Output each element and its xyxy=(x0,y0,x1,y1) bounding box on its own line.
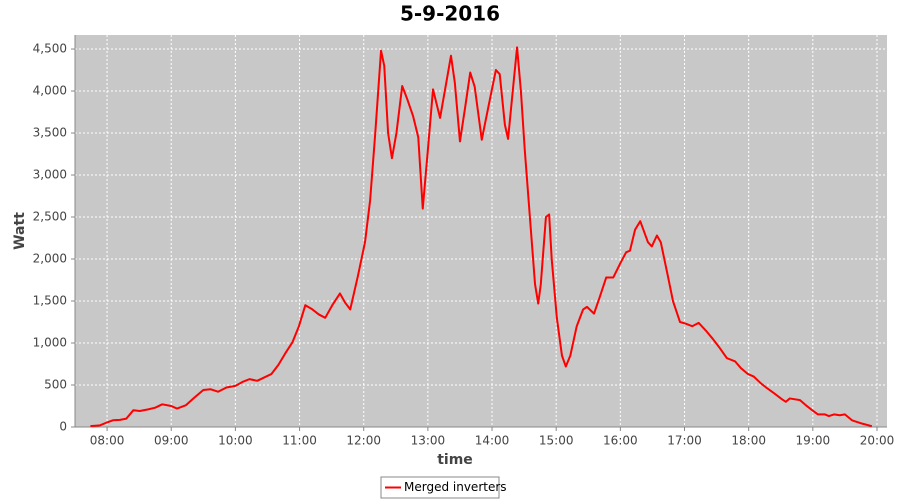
x-tick-label: 20:00 xyxy=(860,434,895,448)
x-tick-label: 16:00 xyxy=(603,434,638,448)
x-tick-label: 08:00 xyxy=(90,434,125,448)
y-tick-label: 0 xyxy=(59,420,67,434)
x-axis-label: time xyxy=(437,452,473,468)
x-tick-label: 14:00 xyxy=(475,434,510,448)
x-tick-label: 11:00 xyxy=(282,434,317,448)
legend: Merged inverters xyxy=(380,476,507,499)
x-tick-label: 10:00 xyxy=(218,434,253,448)
legend-box xyxy=(380,476,500,499)
x-tick-label: 13:00 xyxy=(411,434,446,448)
data-line xyxy=(90,46,873,428)
x-tick-label: 17:00 xyxy=(667,434,702,448)
y-tick-label: 4,000 xyxy=(33,84,67,98)
y-tick-label: 2,500 xyxy=(33,210,67,224)
x-tick-label: 09:00 xyxy=(154,434,189,448)
y-tick-label: 2,000 xyxy=(33,252,67,266)
x-tick-label: 12:00 xyxy=(346,434,381,448)
y-tick-label: 1,000 xyxy=(33,336,67,350)
x-tick-label: 15:00 xyxy=(539,434,574,448)
y-tick-label: 500 xyxy=(44,378,67,392)
x-tick-label: 18:00 xyxy=(731,434,766,448)
plot-area xyxy=(75,35,887,427)
y-axis-label: Watt xyxy=(12,212,28,250)
legend-label: Merged inverters xyxy=(404,480,507,494)
chart-title: 5-9-2016 xyxy=(400,2,500,26)
y-tick-label: 3,500 xyxy=(33,126,67,140)
y-tick-label: 1,500 xyxy=(33,294,67,308)
y-tick-label: 3,000 xyxy=(33,168,67,182)
x-tick-label: 19:00 xyxy=(796,434,831,448)
y-tick-label: 4,500 xyxy=(33,42,67,56)
